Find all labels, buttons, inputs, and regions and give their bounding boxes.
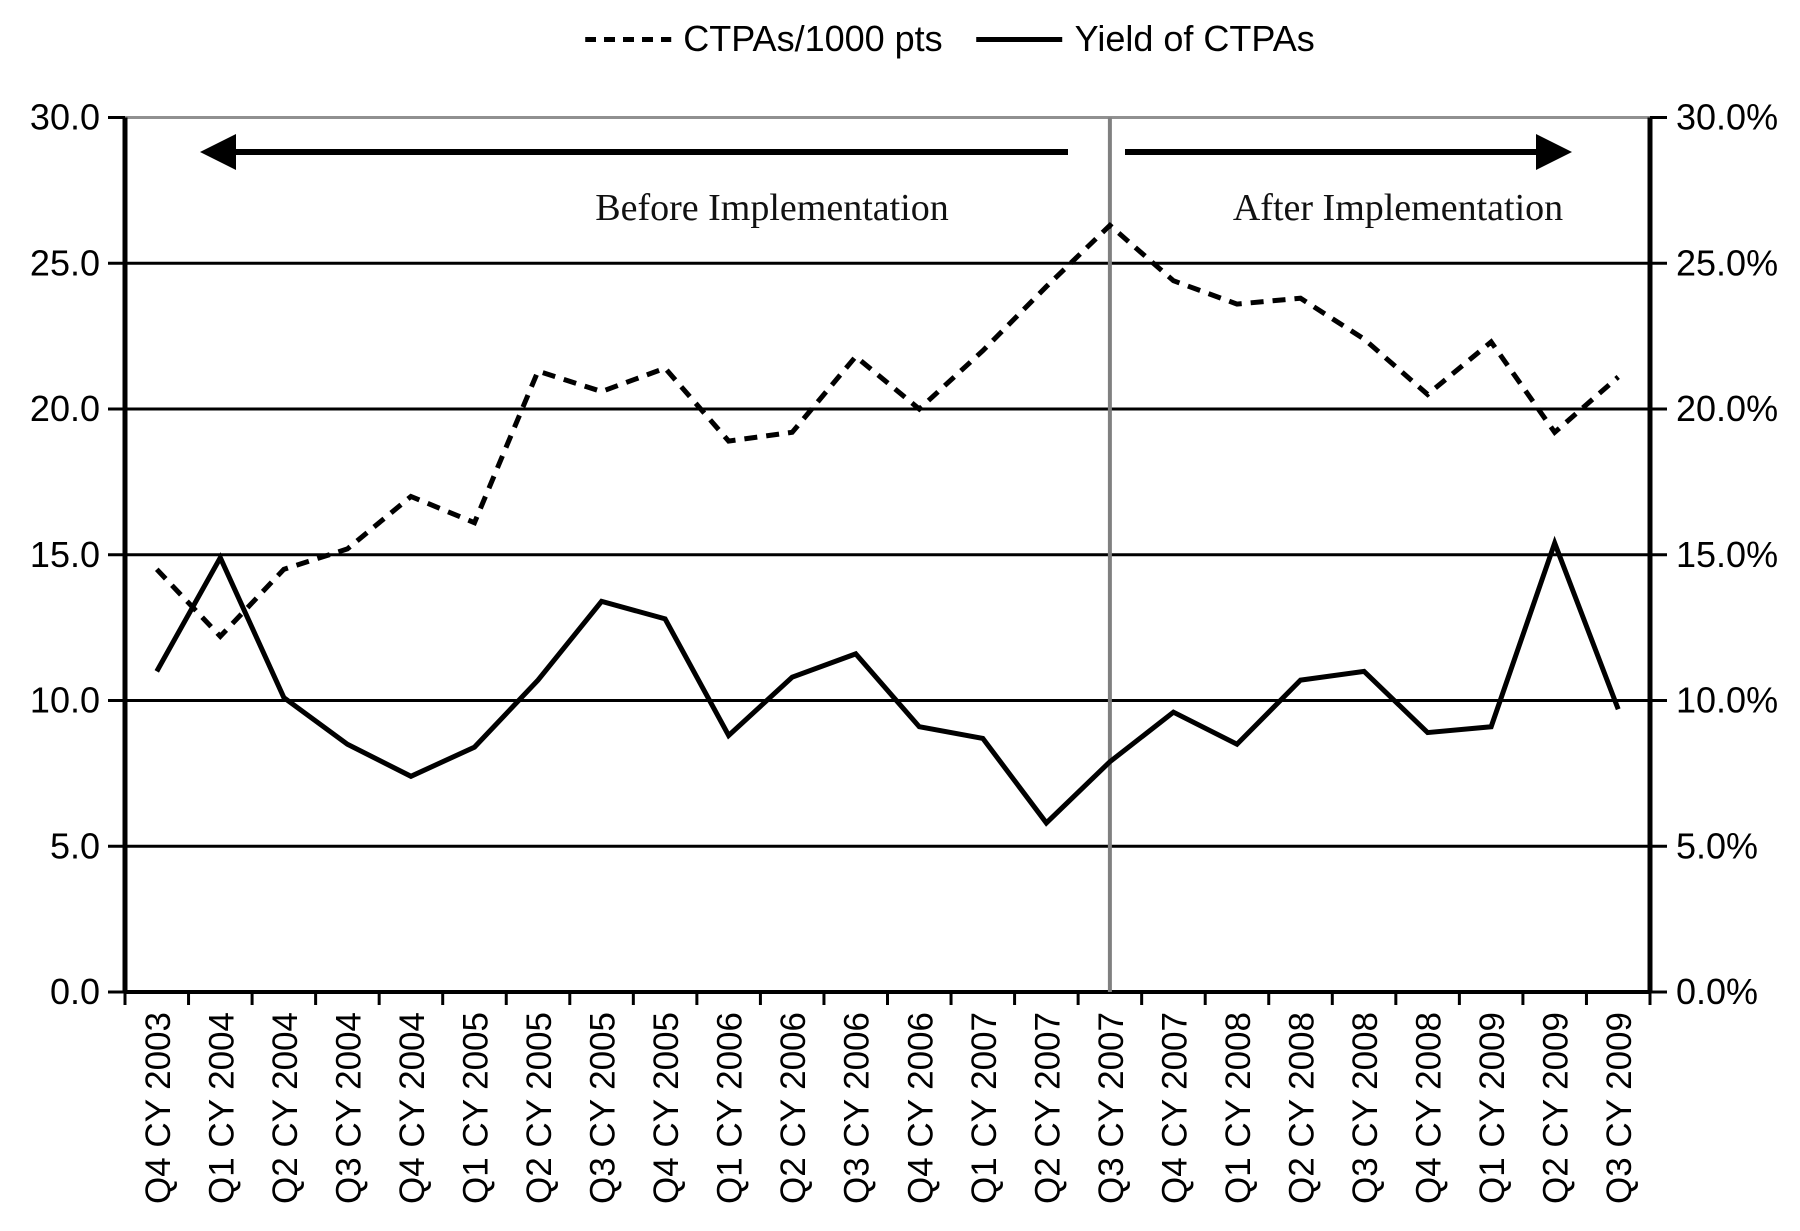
- x-axis-tick-label: Q4 CY 2007: [1155, 1012, 1194, 1204]
- x-axis-tick-label: Q2 CY 2004: [266, 1012, 305, 1204]
- left-axis-tick-label: 0.0: [50, 971, 100, 1012]
- left-axis-tick-label: 30.0: [30, 97, 100, 138]
- x-axis-tick-label: Q2 CY 2008: [1283, 1012, 1322, 1204]
- x-axis-tick-label: Q1 CY 2004: [202, 1012, 241, 1204]
- x-axis-tick-label: Q2 CY 2009: [1537, 1012, 1576, 1204]
- x-axis-tick-label: Q3 CY 2006: [838, 1012, 877, 1204]
- legend-item-yield: Yield of CTPAs: [976, 18, 1315, 60]
- x-axis-tick-label: Q3 CY 2004: [329, 1012, 368, 1204]
- right-axis-tick-label: 20.0%: [1676, 388, 1778, 429]
- x-axis-tick-label: Q3 CY 2007: [1092, 1012, 1131, 1204]
- solid-line-sample-icon: [976, 36, 1063, 42]
- x-axis-tick-label: Q3 CY 2005: [584, 1012, 623, 1204]
- right-axis-tick-label: 15.0%: [1676, 534, 1778, 575]
- x-axis-tick-label: Q4 CY 2003: [139, 1012, 178, 1204]
- x-axis-tick-label: Q1 CY 2008: [1219, 1012, 1258, 1204]
- legend-label-ctpas: CTPAs/1000 pts: [683, 18, 943, 59]
- x-axis-tick-label: Q1 CY 2007: [965, 1012, 1004, 1204]
- right-axis-tick-label: 25.0%: [1676, 242, 1778, 283]
- legend-label-yield: Yield of CTPAs: [1074, 18, 1315, 59]
- x-axis-tick-label: Q2 CY 2007: [1028, 1012, 1067, 1204]
- x-axis-tick-label: Q2 CY 2005: [520, 1012, 559, 1204]
- legend: CTPAs/1000 pts Yield of CTPAs: [585, 18, 1315, 60]
- x-axis-tick-label: Q3 CY 2008: [1346, 1012, 1385, 1204]
- legend-item-ctpas: CTPAs/1000 pts: [585, 18, 943, 60]
- left-axis-tick-label: 20.0: [30, 388, 100, 429]
- dashed-line-sample-icon: [585, 36, 672, 42]
- right-axis-tick-label: 5.0%: [1676, 825, 1758, 866]
- x-axis-tick-label: Q4 CY 2005: [647, 1012, 686, 1204]
- x-axis-tick-label: Q3 CY 2009: [1600, 1012, 1639, 1204]
- x-axis-tick-label: Q4 CY 2006: [901, 1012, 940, 1204]
- right-axis-tick-label: 30.0%: [1676, 97, 1778, 138]
- after-arrow-head-icon: [1536, 134, 1572, 170]
- left-axis-tick-label: 10.0: [30, 680, 100, 721]
- right-axis-tick-label: 10.0%: [1676, 680, 1778, 721]
- left-axis-tick-label: 5.0: [50, 825, 100, 866]
- x-axis-tick-label: Q2 CY 2006: [774, 1012, 813, 1204]
- annotation-after-implementation: After Implementation: [1232, 187, 1564, 229]
- series-line-ctpas-1000-pts: [154, 221, 1620, 641]
- series-line-yield-of-ctpas: [154, 535, 1621, 827]
- x-axis-tick-label: Q4 CY 2008: [1410, 1012, 1449, 1204]
- left-axis-tick-label: 15.0: [30, 534, 100, 575]
- right-axis-tick-label: 0.0%: [1676, 971, 1758, 1012]
- annotation-before-implementation: Before Implementation: [595, 187, 949, 229]
- x-axis-tick-label: Q4 CY 2004: [393, 1012, 432, 1204]
- x-axis-tick-label: Q1 CY 2006: [711, 1012, 750, 1204]
- x-axis-tick-label: Q1 CY 2009: [1473, 1012, 1512, 1204]
- before-arrow-head-icon: [200, 134, 236, 170]
- left-axis-tick-label: 25.0: [30, 242, 100, 283]
- x-axis-tick-label: Q1 CY 2005: [456, 1012, 495, 1204]
